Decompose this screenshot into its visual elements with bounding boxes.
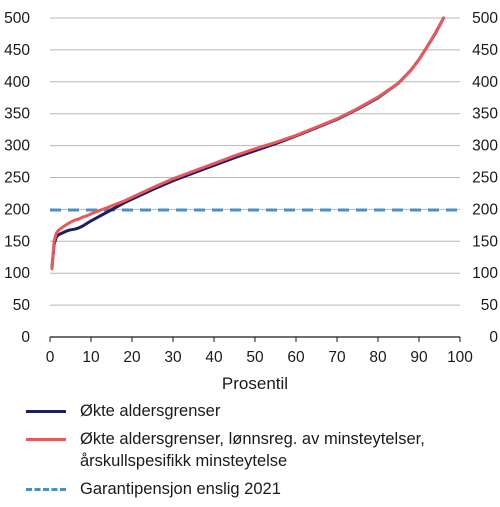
x-tick-label: 50 (246, 349, 264, 366)
legend-item-series-3: Garantipensjon enslig 2021 (26, 478, 496, 500)
x-tick-label: 20 (123, 349, 141, 366)
y-tick-label-right: 250 (472, 170, 498, 187)
y-tick-label-right: 200 (472, 201, 498, 218)
legend-label: Økte aldersgrenser (80, 402, 221, 420)
y-tick-label-right: 300 (472, 138, 498, 155)
y-tick-label-left: 450 (4, 42, 30, 59)
y-tick-label-right: 500 (472, 10, 498, 27)
legend-swatch-red (26, 438, 66, 441)
legend: Økte aldersgrenser Økte aldersgrenser, l… (26, 400, 496, 506)
y-tick-label-right: 350 (472, 106, 498, 123)
x-tick-label: 100 (447, 349, 473, 366)
y-tick-label-left: 200 (4, 201, 30, 218)
legend-label: Økte aldersgrenser, lønnsreg. av minstey… (80, 430, 425, 470)
y-tick-label-left: 400 (4, 74, 30, 91)
x-tick-label: 80 (369, 349, 387, 366)
y-tick-label-left: 50 (13, 297, 31, 314)
x-tick-labels: 0 10 20 30 40 50 60 70 80 90 100 (46, 349, 474, 366)
y-tick-labels-right: 0 50 100 150 200 250 300 350 400 450 500 (472, 10, 498, 346)
x-tick-label: 0 (46, 349, 55, 366)
y-tick-label-left: 250 (4, 170, 30, 187)
y-tick-label-right: 50 (481, 297, 499, 314)
x-tick-label: 30 (164, 349, 182, 366)
y-tick-label-right: 100 (472, 265, 498, 282)
legend-swatch-dashed-blue (26, 488, 66, 491)
legend-label: Garantipensjon enslig 2021 (80, 480, 281, 498)
y-tick-label-right: 400 (472, 74, 498, 91)
series-line-1 (50, 16, 446, 269)
x-tick-label: 90 (410, 349, 428, 366)
x-tick-label: 60 (287, 349, 305, 366)
legend-item-series-2: Økte aldersgrenser, lønnsreg. av minstey… (26, 428, 496, 472)
y-tick-label-left: 350 (4, 106, 30, 123)
axes (49, 336, 461, 342)
legend-item-series-1: Økte aldersgrenser (26, 400, 496, 422)
x-tick-label: 70 (328, 349, 346, 366)
y-tick-label-left: 100 (4, 265, 30, 282)
y-tick-label-left: 300 (4, 138, 30, 155)
y-tick-label-right: 0 (489, 329, 498, 346)
grid-lines (50, 17, 460, 306)
x-tick-label: 10 (82, 349, 100, 366)
y-tick-label-left: 0 (21, 329, 30, 346)
x-tick-label: 40 (205, 349, 223, 366)
legend-swatch-navy (26, 410, 66, 413)
series-layer (50, 16, 460, 271)
series-line-2 (50, 16, 446, 271)
y-tick-label-right: 450 (472, 42, 498, 59)
x-axis-label: Prosentil (222, 374, 288, 393)
y-tick-label-left: 500 (4, 10, 30, 27)
y-tick-label-right: 150 (472, 233, 498, 250)
y-tick-labels-left: 0 50 100 150 200 250 300 350 400 450 500 (4, 10, 30, 346)
y-tick-label-left: 150 (4, 233, 30, 250)
